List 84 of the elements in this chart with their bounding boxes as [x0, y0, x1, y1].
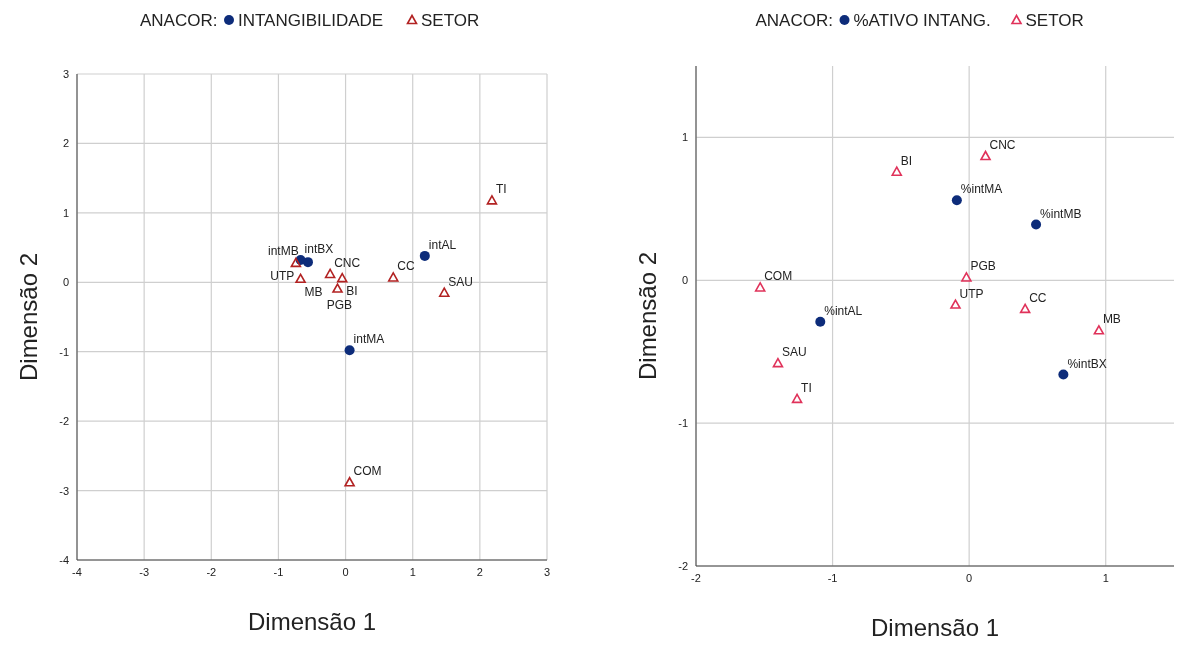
point: [1019, 303, 1031, 314]
point: [961, 272, 972, 282]
point: [815, 316, 826, 327]
legend-label: SETOR: [421, 11, 480, 30]
x-axis-title: Dimensão 1: [247, 608, 377, 635]
point: [791, 393, 803, 404]
x-tick-label: 2: [476, 566, 483, 578]
legend-label: %ATIVO INTANG.: [853, 11, 991, 30]
point: [951, 195, 962, 206]
x-tick-label: -1: [273, 566, 284, 578]
point: [486, 195, 498, 205]
x-tick-label: -4: [72, 566, 82, 578]
annotation: BI: [346, 284, 358, 299]
x-tick-label: 0: [966, 572, 973, 584]
y-tick-label: 2: [62, 137, 69, 150]
annotation: UTP: [959, 286, 984, 301]
point: [438, 287, 450, 297]
annotation: MB: [1102, 312, 1121, 327]
point: [891, 166, 903, 177]
x-tick-label: 1: [1102, 572, 1109, 584]
x-tick-label: -2: [206, 566, 217, 578]
point: [387, 272, 399, 282]
point: [332, 283, 343, 293]
legend-title: ANACOR:: [755, 11, 833, 30]
point: [344, 345, 355, 356]
annotation: intAL: [428, 237, 457, 252]
y-tick-label: 1: [681, 131, 688, 144]
annotation: TI: [495, 182, 507, 197]
annotation: CC: [397, 259, 415, 274]
point: [419, 250, 430, 261]
y-tick-label: -3: [59, 484, 69, 497]
y-tick-label: 3: [62, 68, 69, 80]
x-tick-label: -2: [691, 572, 701, 584]
annotation: SAU: [448, 274, 473, 289]
annotation: COM: [353, 464, 382, 479]
point: [302, 257, 313, 268]
annotation: SAU: [781, 345, 807, 360]
x-tick-label: 0: [342, 566, 349, 578]
point: [324, 268, 336, 279]
annotation: PGB: [326, 297, 353, 312]
annotation: PGB: [970, 259, 996, 274]
annotation: COM: [764, 269, 793, 284]
annotation: CNC: [334, 255, 361, 270]
point: [336, 272, 348, 283]
annotation: %intBX: [1067, 356, 1107, 371]
annotation: intMA: [353, 332, 385, 347]
y-axis-title: Dimensão 2: [634, 251, 661, 381]
y-tick-label: 0: [681, 274, 688, 287]
y-tick-label: 1: [62, 206, 69, 219]
legend-title: ANACOR:: [140, 11, 218, 30]
y-tick-label: -1: [59, 345, 69, 358]
annotation: intMB: [267, 244, 299, 259]
point: [344, 476, 355, 487]
point: [754, 282, 766, 292]
point: [1093, 324, 1105, 335]
annotation: BI: [900, 153, 913, 168]
annotation: %intMA: [960, 182, 1003, 197]
x-axis-title: Dimensão 1: [870, 614, 1000, 641]
legend-label: SETOR: [1025, 11, 1084, 30]
annotation: MB: [304, 284, 323, 299]
annotation: CNC: [989, 138, 1016, 152]
y-axis-title: Dimensão 2: [15, 252, 42, 382]
legend-label: INTANGIBILIDADE: [238, 11, 384, 30]
annotation: UTP: [270, 268, 295, 283]
annotation: %intAL: [824, 303, 863, 318]
point: [295, 273, 306, 284]
y-tick-label: -4: [59, 554, 69, 566]
y-tick-label: -2: [59, 415, 69, 428]
point: [1031, 219, 1042, 230]
x-tick-label: 1: [409, 566, 416, 578]
x-tick-label: -3: [139, 566, 150, 578]
annotation: TI: [801, 380, 812, 395]
point: [950, 299, 961, 309]
annotation: %intMB: [1040, 206, 1082, 221]
x-tick-label: 3: [543, 566, 551, 578]
y-tick-label: -1: [678, 417, 688, 430]
point: [1058, 369, 1069, 380]
x-tick-label: -1: [827, 572, 838, 584]
point: [980, 150, 991, 161]
point: [772, 357, 784, 368]
y-tick-label: 0: [62, 276, 69, 289]
annotation: intBX: [304, 242, 334, 257]
annotation: CC: [1029, 290, 1047, 305]
point: [290, 257, 302, 268]
